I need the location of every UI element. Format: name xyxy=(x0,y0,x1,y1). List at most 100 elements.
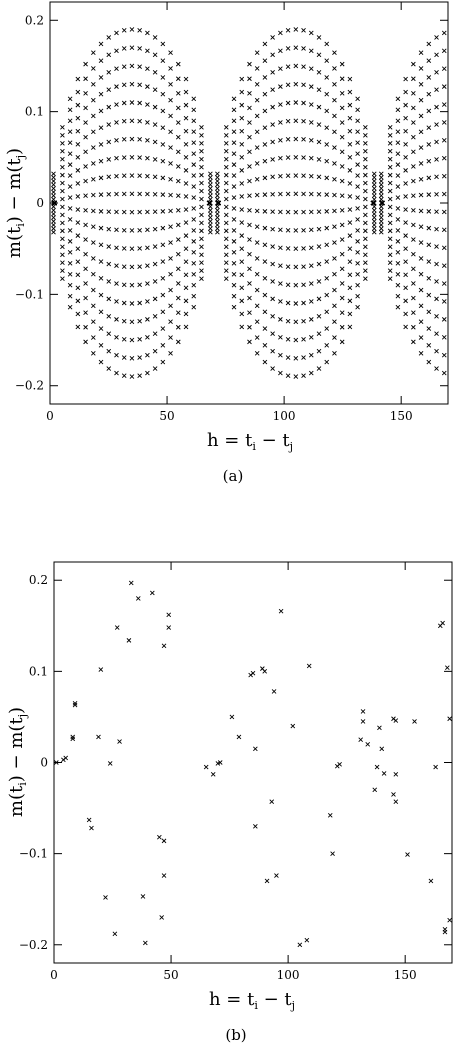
data-point xyxy=(129,209,135,215)
data-point xyxy=(254,287,260,293)
data-point xyxy=(215,229,220,235)
data-point xyxy=(67,173,73,178)
data-point xyxy=(51,175,56,180)
data-point xyxy=(395,260,401,266)
data-point xyxy=(152,296,158,302)
data-point xyxy=(67,195,73,200)
data-point xyxy=(152,122,158,127)
data-point xyxy=(434,209,439,215)
data-point xyxy=(270,226,275,232)
data-point xyxy=(223,260,229,266)
data-point xyxy=(393,718,399,723)
data-point xyxy=(278,138,283,143)
data-point xyxy=(308,352,314,358)
data-point xyxy=(278,209,283,215)
data-point xyxy=(215,197,220,202)
data-point xyxy=(145,370,150,376)
data-point xyxy=(83,178,88,184)
data-point xyxy=(441,263,447,268)
data-point xyxy=(290,723,296,729)
data-point xyxy=(98,175,104,181)
data-point xyxy=(301,264,306,269)
data-point xyxy=(355,282,360,288)
data-point xyxy=(411,164,416,169)
data-point xyxy=(301,137,306,142)
data-point xyxy=(324,108,330,114)
data-point xyxy=(254,145,260,150)
data-point xyxy=(308,245,314,251)
data-point xyxy=(403,141,408,147)
data-point xyxy=(371,189,377,195)
y-tick-label: 0 xyxy=(40,756,48,770)
data-point xyxy=(411,120,416,125)
x-tick-label: 0 xyxy=(46,409,54,423)
data-point xyxy=(223,156,229,162)
data-point xyxy=(441,173,447,179)
data-point xyxy=(75,128,81,134)
data-point xyxy=(324,58,330,63)
data-point xyxy=(51,229,56,235)
data-point xyxy=(106,157,112,162)
data-point xyxy=(175,105,181,111)
data-point xyxy=(339,281,345,286)
data-point xyxy=(199,260,204,266)
data-point xyxy=(316,244,322,249)
data-point xyxy=(90,161,96,166)
data-point xyxy=(395,293,401,299)
panel-a-x-ticks: 0 50 100 150 xyxy=(46,2,413,423)
data-point xyxy=(247,178,252,184)
data-point xyxy=(215,218,220,224)
data-point xyxy=(152,191,158,197)
data-point xyxy=(223,125,229,130)
data-point xyxy=(239,233,245,238)
data-point xyxy=(262,192,268,197)
data-point xyxy=(306,663,312,669)
data-point xyxy=(70,734,76,740)
data-point xyxy=(67,304,73,310)
data-point xyxy=(285,64,291,69)
data-point xyxy=(135,596,141,601)
data-point xyxy=(308,334,314,340)
data-point xyxy=(199,156,204,162)
data-point xyxy=(254,66,260,71)
data-point xyxy=(106,348,112,354)
data-point xyxy=(301,27,306,33)
data-point xyxy=(98,108,104,114)
data-point xyxy=(316,157,322,162)
data-point xyxy=(121,27,127,33)
data-point xyxy=(208,222,213,228)
data-point xyxy=(403,259,408,265)
data-point xyxy=(72,700,78,706)
data-point xyxy=(324,276,330,281)
data-point xyxy=(270,209,275,215)
data-point xyxy=(293,118,299,124)
data-point xyxy=(121,373,127,379)
data-point xyxy=(254,81,260,87)
data-point xyxy=(247,61,252,67)
data-point xyxy=(347,311,353,317)
data-point xyxy=(160,242,166,248)
data-point xyxy=(239,89,245,95)
data-point xyxy=(239,115,245,121)
data-point xyxy=(270,366,275,371)
data-point xyxy=(332,66,337,71)
data-point xyxy=(428,878,434,884)
data-point xyxy=(239,285,245,291)
data-point xyxy=(67,260,73,266)
data-point xyxy=(301,64,306,69)
data-point xyxy=(239,181,245,186)
data-point xyxy=(403,128,408,134)
data-point xyxy=(191,260,197,266)
data-point xyxy=(411,61,416,67)
data-point xyxy=(403,194,408,199)
data-point xyxy=(403,298,408,304)
data-point xyxy=(285,209,291,215)
data-point xyxy=(426,75,432,80)
data-point xyxy=(75,141,81,147)
data-point xyxy=(67,162,73,167)
data-point xyxy=(324,192,330,197)
data-point xyxy=(301,355,306,360)
data-point xyxy=(301,246,306,251)
data-point xyxy=(114,191,119,197)
data-point xyxy=(308,370,314,376)
